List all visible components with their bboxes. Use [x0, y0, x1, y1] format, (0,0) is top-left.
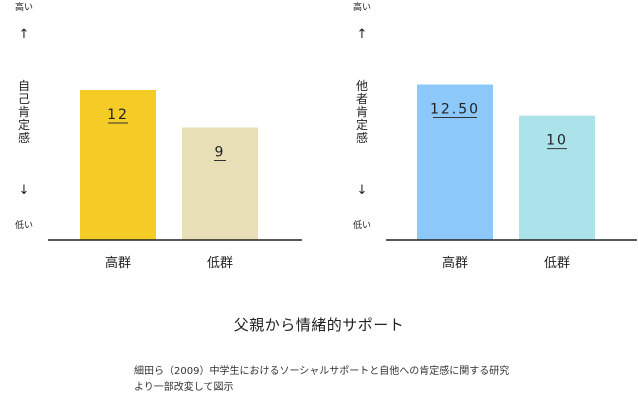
- chart-1-down-arrow: ↓: [19, 183, 30, 198]
- chart-2-y-axis-label: 他者肯定感: [356, 79, 368, 145]
- chart-1-y-axis-label-char: 肯: [18, 105, 30, 119]
- chart-2-y-axis-label-char: 感: [356, 130, 368, 145]
- chart-1-y-axis-label-char: 定: [18, 117, 30, 132]
- figure-caption: 父親から情緒的サポート: [233, 316, 405, 334]
- chart-2-y-axis-label-char: 他: [356, 79, 368, 93]
- chart-2-category-label-2: 低群: [544, 256, 570, 271]
- chart-1-value-label-1: 12: [107, 107, 129, 123]
- chart-2-value-label-2: 10: [546, 133, 568, 149]
- chart-2-up-arrow: ↑: [357, 27, 368, 42]
- chart-1-y-top-label: 高い: [15, 1, 33, 13]
- source-note-line-1: 細田ら（2009）中学生におけるソーシャルサポートと自他への肯定感に関する研究: [134, 366, 510, 377]
- source-note: 細田ら（2009）中学生におけるソーシャルサポートと自他への肯定感に関する研究 …: [134, 364, 614, 396]
- chart-2-value-label-1: 12.50: [430, 102, 480, 118]
- chart-1-bar-2: [182, 127, 258, 240]
- chart-2-bar-2: [519, 115, 595, 240]
- chart-2-y-axis-label-char: 肯: [356, 105, 368, 119]
- chart-1-category-label-1: 高群: [105, 255, 131, 271]
- chart-1-value-label-2: 9: [215, 145, 226, 161]
- source-note-line-2: より一部改変して図示: [134, 382, 234, 393]
- chart-2-category-label-1: 高群: [442, 255, 468, 271]
- chart-2-down-arrow: ↓: [357, 183, 368, 198]
- chart-1-y-bottom-label: 低い: [15, 219, 33, 231]
- chart-2-y-axis-label-char: 者: [356, 92, 368, 106]
- chart-1-up-arrow: ↑: [19, 27, 30, 42]
- chart-1-bar-1: [80, 90, 156, 240]
- chart-1-y-axis-label-char: 自: [18, 79, 30, 93]
- chart-2-y-bottom-label: 低い: [353, 219, 371, 231]
- chart-2-y-top-label: 高い: [353, 1, 371, 13]
- chart-1-y-axis-label: 自己肯定感: [18, 79, 30, 145]
- chart-2-bar-1: [417, 84, 493, 240]
- chart-2-y-axis-label-char: 定: [356, 117, 368, 132]
- chart-1-y-axis-label-char: 感: [18, 130, 30, 145]
- chart-1-category-label-2: 低群: [207, 256, 233, 271]
- chart-1-y-axis-label-char: 己: [18, 92, 30, 106]
